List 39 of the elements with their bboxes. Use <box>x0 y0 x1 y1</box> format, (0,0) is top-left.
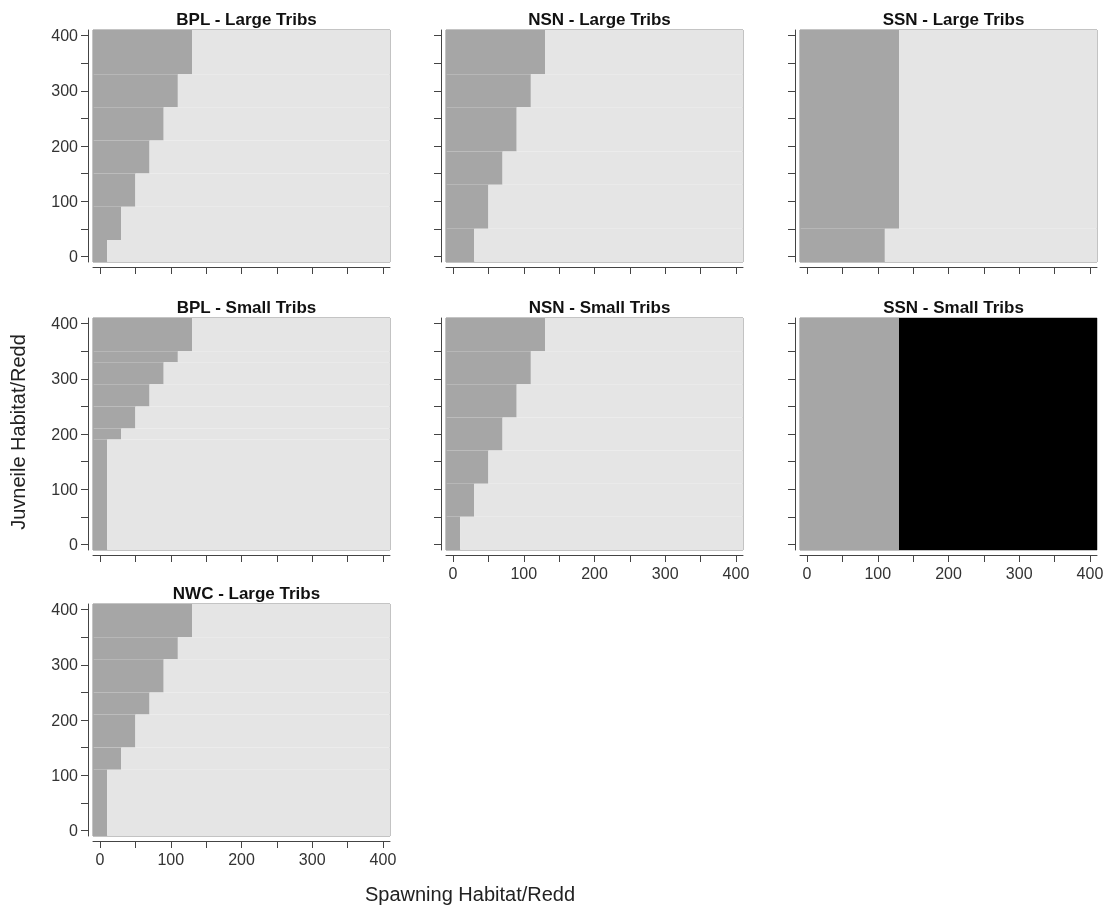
chart-title: SSN - Small Tribs <box>883 298 1024 317</box>
x-tick-label: 300 <box>298 850 326 868</box>
y-tick-label: 300 <box>51 656 79 674</box>
chart-title: BPL - Large Tribs <box>176 10 317 29</box>
x-tick-label: 300 <box>651 564 679 582</box>
y-tick-label: 200 <box>51 137 79 155</box>
x-tick-label: 300 <box>1005 564 1033 582</box>
y-tick-label: 0 <box>69 535 79 553</box>
x-tick-label: 0 <box>448 564 458 582</box>
x-tick-label: 400 <box>369 850 397 868</box>
chart-title: SSN - Large Tribs <box>882 10 1025 29</box>
y-tick-label: 100 <box>51 766 79 784</box>
y-tick-label: 100 <box>51 480 79 498</box>
chart-title: BPL - Small Tribs <box>176 298 317 317</box>
y-tick-label: 0 <box>69 821 79 839</box>
x-tick-label: 200 <box>228 850 255 868</box>
y-tick-label: 200 <box>51 711 79 729</box>
x-tick-label: 100 <box>157 850 185 868</box>
y-tick-label: 300 <box>51 82 79 100</box>
y-tick-label: 400 <box>51 601 79 619</box>
y-tick-label: 300 <box>51 370 79 388</box>
x-tick-label: 0 <box>95 850 105 868</box>
x-tick-label: 400 <box>722 564 750 582</box>
x-tick-label: 200 <box>581 564 608 582</box>
y-axis-title: Juvneile Habitat/Redd <box>6 334 30 530</box>
x-axis-title: Spawning Habitat/Redd <box>364 883 576 906</box>
x-tick-label: 200 <box>935 564 962 582</box>
y-tick-label: 400 <box>51 315 79 333</box>
x-tick-label: 400 <box>1076 564 1104 582</box>
chart-title: NSN - Large Tribs <box>528 10 671 29</box>
chart-title: NSN - Small Tribs <box>528 298 671 317</box>
x-tick-label: 100 <box>864 564 892 582</box>
y-tick-label: 100 <box>51 192 79 210</box>
y-tick-label: 400 <box>51 27 79 45</box>
x-tick-label: 100 <box>510 564 538 582</box>
chart-title: NWC - Large Tribs <box>172 584 321 603</box>
y-tick-label: 0 <box>69 247 79 265</box>
x-tick-label: 0 <box>802 564 812 582</box>
y-tick-label: 200 <box>51 425 79 443</box>
